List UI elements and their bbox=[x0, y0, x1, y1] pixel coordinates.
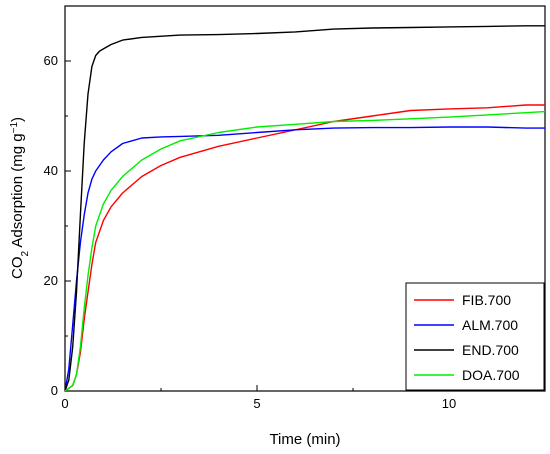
x-axis-title: Time (min) bbox=[269, 431, 340, 448]
y-tick-label: 40 bbox=[44, 163, 58, 178]
legend-label: FIB.700 bbox=[462, 292, 511, 308]
legend: FIB.700 ALM.700 END.700 DOA.700 bbox=[405, 282, 545, 391]
x-tick-label: 0 bbox=[61, 396, 68, 411]
series-lines bbox=[65, 25, 545, 391]
series-line-fib-700 bbox=[65, 104, 545, 391]
y-tick-label: 60 bbox=[44, 53, 58, 68]
y-axis-title-sup: −1 bbox=[9, 122, 20, 134]
y-axis-title-end: ) bbox=[9, 117, 26, 122]
legend-label: END.700 bbox=[462, 342, 519, 358]
x-tick-label: 5 bbox=[253, 396, 260, 411]
y-axis-ticks: 0 20 40 60 bbox=[44, 53, 71, 398]
y-tick-label: 0 bbox=[51, 383, 58, 398]
legend-label: ALM.700 bbox=[462, 317, 518, 333]
legend-box bbox=[405, 282, 545, 391]
y-axis-title-sub: 2 bbox=[20, 251, 31, 257]
series-line-end-700 bbox=[65, 25, 545, 391]
y-axis-title: CO2 Adsorption (mg g−1) bbox=[9, 117, 31, 279]
series-line-doa-700 bbox=[65, 110, 545, 391]
y-tick-label: 20 bbox=[44, 273, 58, 288]
series-line-alm-700 bbox=[65, 126, 545, 391]
y-axis-title-rest: Adsorption (mg g bbox=[9, 133, 26, 251]
y-axis-title-main: CO bbox=[9, 257, 26, 280]
x-tick-label: 10 bbox=[442, 396, 456, 411]
plot-frame bbox=[64, 5, 546, 392]
legend-label: DOA.700 bbox=[462, 367, 520, 383]
